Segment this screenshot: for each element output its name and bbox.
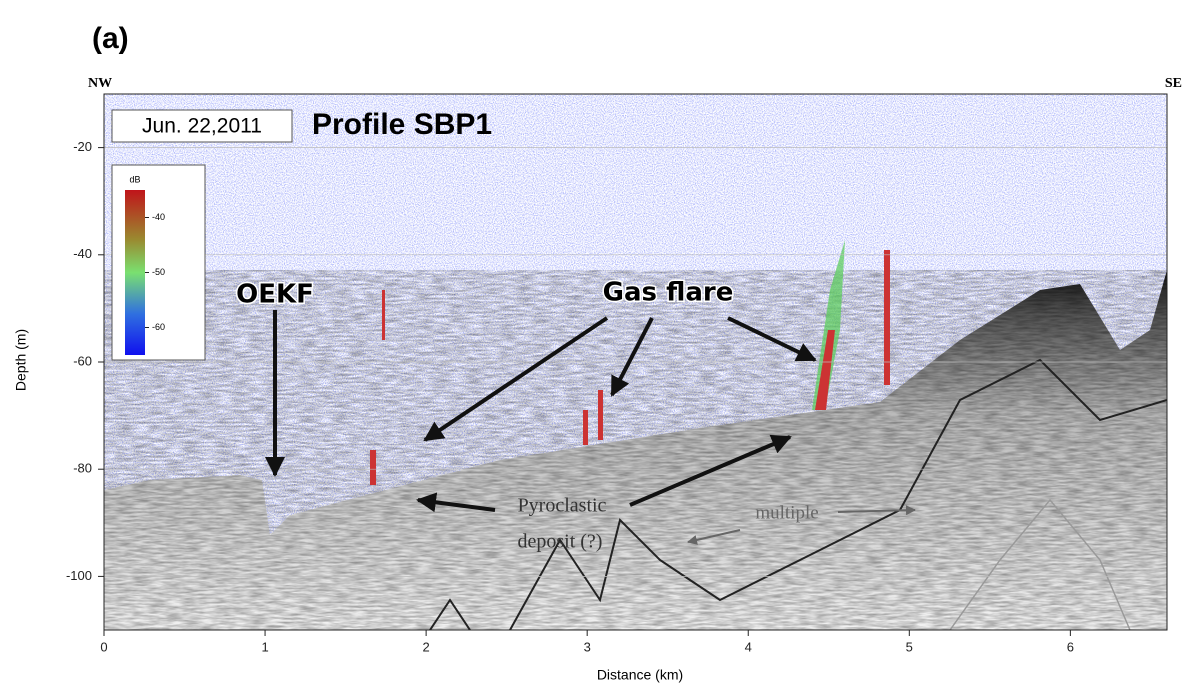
flare xyxy=(598,390,603,440)
reflector xyxy=(429,358,1167,630)
flare xyxy=(382,290,385,340)
grid xyxy=(104,147,1167,577)
plot-image xyxy=(104,94,1167,630)
multiple-reflector xyxy=(949,498,1131,630)
flare xyxy=(812,240,845,410)
x-tick-label: 3 xyxy=(584,639,591,654)
annotations: OEKF Gas flare Pyroclastic deposit (?) multi… xyxy=(235,276,916,553)
y-tick-label: -40 xyxy=(73,246,92,261)
arrow xyxy=(727,316,817,362)
chart-title: Profile SBP1 xyxy=(312,108,492,141)
annotation: OEKF xyxy=(236,280,314,310)
arrow xyxy=(629,434,792,507)
arrow xyxy=(610,317,654,397)
gas-flares xyxy=(370,240,890,485)
right-label: SE xyxy=(1165,76,1182,91)
axes: 0 1 2 3 4 5 6 -20 -40 -60 -80 -100 xyxy=(66,139,1074,654)
flare xyxy=(370,450,376,485)
colorbar-tick-label: -60 xyxy=(152,322,165,332)
flare xyxy=(815,330,835,410)
annotation: multiple xyxy=(755,502,818,523)
colorbar-tick-label: -40 xyxy=(152,212,165,222)
y-tick-label: -100 xyxy=(66,568,92,583)
y-tick-label: -80 xyxy=(73,461,92,476)
annotation: Pyroclastic xyxy=(518,495,607,517)
x-tick-label: 0 xyxy=(100,639,107,654)
y-tick-label: -60 xyxy=(73,353,92,368)
colorbar xyxy=(125,190,145,355)
colorbar-label: dB xyxy=(129,174,140,184)
x-tick-label: 2 xyxy=(423,639,430,654)
arrow xyxy=(837,505,916,516)
x-tick-label: 1 xyxy=(261,639,268,654)
x-axis-label: Distance (km) xyxy=(597,667,683,683)
y-axis-label: Depth (m) xyxy=(13,329,29,391)
seafloor-texture xyxy=(104,270,1167,630)
arrow xyxy=(416,492,496,513)
date-box xyxy=(111,109,293,143)
colorbar-ticks: -40 -50 -60 xyxy=(145,212,165,332)
arrow xyxy=(423,316,609,442)
x-tick-label: 6 xyxy=(1067,639,1074,654)
colorbar-tick-label: -50 xyxy=(152,267,165,277)
left-label: NW xyxy=(88,76,112,91)
y-tick-label: -20 xyxy=(73,139,92,154)
arrow xyxy=(687,529,741,545)
annotation: Gas flare xyxy=(603,278,734,308)
x-tick-label: 5 xyxy=(906,639,913,654)
annotation: deposit (?) xyxy=(518,531,603,553)
x-tick-label: 4 xyxy=(745,639,752,654)
flare xyxy=(583,410,588,445)
flare xyxy=(884,250,890,385)
date: Jun. 22,2011 xyxy=(142,115,262,138)
panel-label: (a) xyxy=(92,22,129,55)
